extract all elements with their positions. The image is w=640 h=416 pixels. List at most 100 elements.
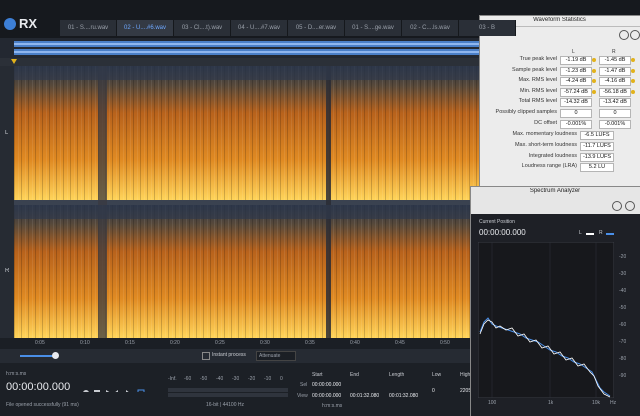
time-display: 00:00:00.000 (6, 381, 71, 393)
zoom-slider[interactable] (20, 355, 56, 357)
file-tab[interactable]: 02 - C....ls.wav (402, 20, 459, 36)
ruler-label: 0:35 (305, 340, 315, 346)
toolbar (0, 349, 470, 363)
stat-value: -4.16 dB (599, 77, 631, 87)
loudness-value: -6.5 LUFS (580, 131, 614, 140)
file-tab[interactable]: 02 - U....#6.wav (117, 20, 174, 36)
settings-button[interactable] (619, 30, 629, 40)
overview-core-r (14, 51, 484, 53)
loudness-value: -11.7 LUFS (580, 141, 614, 151)
selection-header: Low (432, 372, 442, 378)
stat-value: -0.001% (560, 119, 592, 129)
settings-button[interactable] (612, 201, 622, 211)
stat-value: -1.19 dB (560, 56, 592, 65)
meter-label: -40 (216, 376, 224, 382)
meter-label: 0 (280, 376, 283, 382)
time-format: h:m:s.ms (6, 371, 27, 377)
status-message: File opened successfully (91 ms) (6, 402, 79, 408)
mode-dropdown[interactable]: Attenuate (256, 351, 296, 361)
x-axis-label: 100 (488, 400, 497, 406)
row-label: Sel (300, 382, 308, 388)
stat-value: 0 (599, 109, 631, 118)
help-button[interactable] (630, 30, 640, 40)
meter-bar (168, 393, 288, 397)
stat-value: -4.24 dB (560, 77, 592, 87)
ruler-label: 0:10 (80, 340, 90, 346)
y-axis-label: -40 (619, 288, 627, 294)
meter-label: -50 (200, 376, 208, 382)
view-end[interactable]: 00:01:32.080 (350, 393, 380, 399)
warning-icon (592, 68, 596, 73)
panel-title: Waveform Statistics (533, 17, 586, 23)
channel-gutter (0, 66, 14, 338)
selection-header: High (460, 372, 471, 378)
ruler-label: 0:45 (395, 340, 405, 346)
spectrum-l (479, 319, 611, 398)
loudness-value: 5.2 LU (580, 163, 614, 173)
time-format: h:m:s.ms (322, 403, 343, 409)
format-info: 16-bit | 44100 Hz (206, 402, 244, 408)
x-axis-label: 1k (548, 400, 554, 406)
instant-process-label[interactable]: Instant process (212, 352, 246, 358)
stat-value: -13.42 dB (599, 98, 631, 108)
meter-label: -Inf. (168, 376, 177, 382)
panel-title: Spectrum Analyzer (529, 188, 581, 194)
y-axis-label: -30 (619, 271, 627, 277)
instant-process-checkbox[interactable] (202, 352, 210, 360)
selection-header: Length (389, 372, 405, 378)
x-axis-label: Hz (610, 400, 617, 406)
x-axis-label: 10k (592, 400, 601, 406)
stat-value: -14.32 dB (560, 98, 592, 108)
file-tab[interactable]: 01 - S....ge.wav (345, 20, 402, 36)
ruler-label: 0:05 (35, 340, 45, 346)
view-start[interactable]: 00:00:00.000 (312, 393, 342, 399)
legend-label: L (579, 230, 582, 236)
spectrum-plot (478, 242, 614, 398)
silence-band (98, 66, 107, 338)
file-tab[interactable]: 05 - D....er.wav (288, 20, 345, 36)
overview-core-l (14, 43, 484, 45)
warning-icon (631, 79, 635, 84)
warning-icon (592, 58, 596, 62)
freq-low[interactable]: 0 (432, 388, 435, 394)
silence-band (326, 66, 331, 338)
stat-value: -1.47 dB (599, 66, 631, 76)
loudness-value: -13.9 LUFS (580, 152, 614, 162)
file-tab[interactable]: 03 - B (459, 20, 516, 36)
y-axis-label: -70 (619, 339, 627, 345)
help-button[interactable] (625, 201, 635, 211)
ruler-label: 0:20 (170, 340, 180, 346)
warning-icon (631, 89, 635, 94)
y-axis-label: -60 (619, 322, 627, 328)
meter-label: -60 (184, 376, 192, 382)
file-tab[interactable]: 01 - S....ru.wav (60, 20, 117, 36)
channel-label: R (5, 268, 10, 274)
y-axis-label: -20 (619, 254, 627, 260)
stat-value: -57.24 dB (560, 87, 592, 97)
panel-divider (479, 26, 640, 27)
position-value: 00:00:00.000 (479, 228, 526, 237)
legend-label: R (599, 230, 603, 236)
sel-start[interactable]: 00:00:00.000 (312, 382, 342, 388)
view-length[interactable]: 00:01:32.080 (389, 393, 419, 399)
loudness-label: Max. momentary loudness (512, 131, 578, 137)
column-header: R (612, 49, 616, 55)
ruler-label: 0:30 (260, 340, 270, 346)
warning-icon (592, 79, 596, 84)
stat-label: Total RMS level (518, 98, 557, 105)
zoom-slider-knob[interactable] (52, 352, 59, 359)
stat-value: -1.45 dB (599, 56, 631, 65)
file-tab[interactable]: 03 - Cl....t).wav (174, 20, 231, 36)
legend-swatch (606, 233, 614, 235)
logo-text: RX (19, 16, 38, 31)
column-header: L (572, 49, 575, 55)
stat-label: Possibly clipped samples (495, 109, 557, 115)
position-label: Current Position (479, 219, 515, 225)
ruler-label: 0:50 (440, 340, 450, 346)
file-tab[interactable]: 04 - U....#7.wav (231, 20, 288, 36)
stat-label: DC offset (534, 119, 557, 126)
freq-high[interactable]: 22050 (460, 388, 470, 394)
transport-controls[interactable] (82, 384, 154, 392)
marker-row (0, 58, 640, 66)
